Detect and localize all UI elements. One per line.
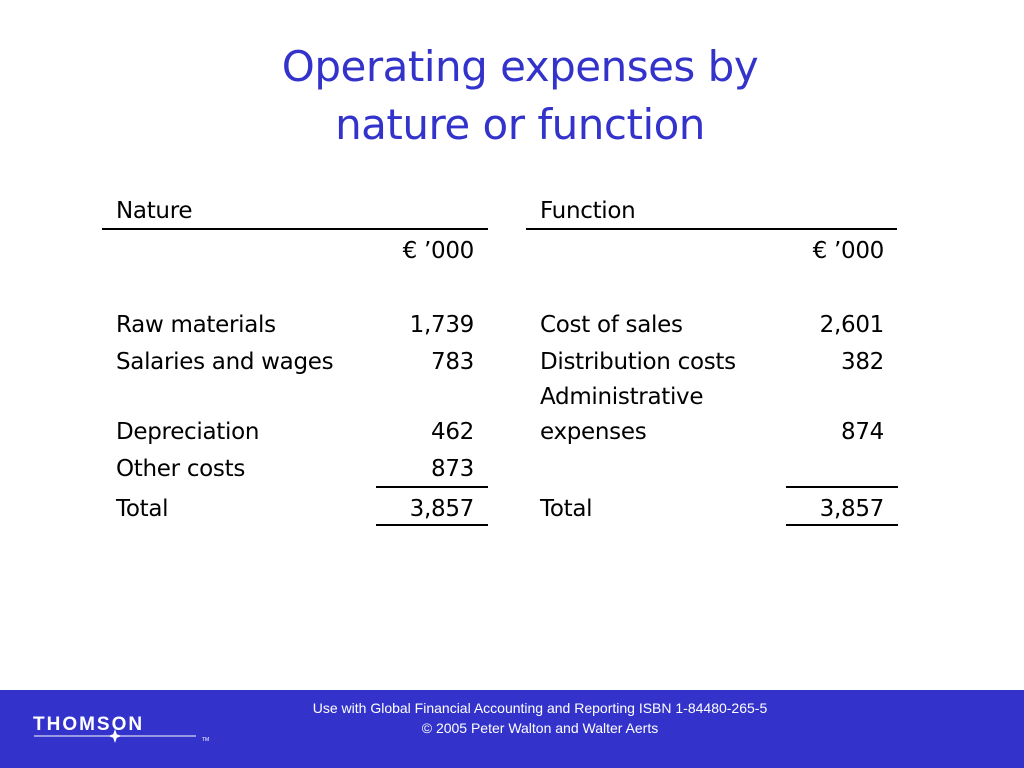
thomson-logo-graphic: THOMSON TM bbox=[33, 714, 209, 743]
nature-row-value: 1,739 bbox=[409, 312, 475, 338]
nature-heading-rule bbox=[102, 228, 488, 230]
function-row-value: 874 bbox=[841, 419, 884, 445]
function-row-value: 382 bbox=[841, 349, 884, 375]
function-total-value: 3,857 bbox=[819, 496, 885, 522]
nature-row-label: Raw materials bbox=[116, 312, 276, 338]
footer-line-1: Use with Global Financial Accounting and… bbox=[312, 700, 768, 716]
nature-row-value: 783 bbox=[431, 349, 474, 375]
nature-total-label: Total bbox=[116, 496, 169, 522]
function-total-label: Total bbox=[540, 496, 593, 522]
nature-row-label: Depreciation bbox=[116, 419, 260, 445]
nature-row-label: Salaries and wages bbox=[116, 349, 334, 375]
function-subtotal-rule bbox=[786, 486, 898, 488]
nature-total-value: 3,857 bbox=[409, 496, 475, 522]
function-total-rule bbox=[786, 524, 898, 526]
function-row-value: 2,601 bbox=[819, 312, 885, 338]
logo-wordmark: THOMSON bbox=[33, 714, 144, 735]
star-icon bbox=[108, 729, 122, 743]
nature-row-value: 873 bbox=[431, 456, 474, 482]
function-row-label-line2: expenses bbox=[540, 419, 647, 445]
nature-subtotal-rule bbox=[376, 486, 488, 488]
footer-credit: Use with Global Financial Accounting and… bbox=[230, 698, 850, 738]
footer-line-2: © 2005 Peter Walton and Walter Aerts bbox=[421, 720, 659, 736]
footer-band: THOMSON TM Use with Global Financial Acc… bbox=[0, 690, 1024, 768]
title-line-1: Operating expenses by bbox=[281, 42, 759, 91]
function-row-label: Cost of sales bbox=[540, 312, 683, 338]
function-heading: Function bbox=[540, 198, 636, 224]
function-unit: € ’000 bbox=[812, 238, 885, 264]
nature-unit: € ’000 bbox=[402, 238, 475, 264]
logo-trademark: TM bbox=[202, 737, 209, 743]
title-line-2: nature or function bbox=[335, 100, 705, 149]
nature-total-rule bbox=[376, 524, 488, 526]
thomson-logo: THOMSON TM bbox=[30, 704, 230, 760]
function-heading-rule bbox=[526, 228, 897, 230]
page-title: Operating expenses by nature or function bbox=[0, 38, 1024, 154]
nature-heading: Nature bbox=[116, 198, 193, 224]
nature-row-value: 462 bbox=[431, 419, 474, 445]
nature-row-label: Other costs bbox=[116, 456, 246, 482]
function-row-label: Distribution costs bbox=[540, 349, 736, 375]
function-row-label-line1: Administrative bbox=[540, 384, 704, 410]
